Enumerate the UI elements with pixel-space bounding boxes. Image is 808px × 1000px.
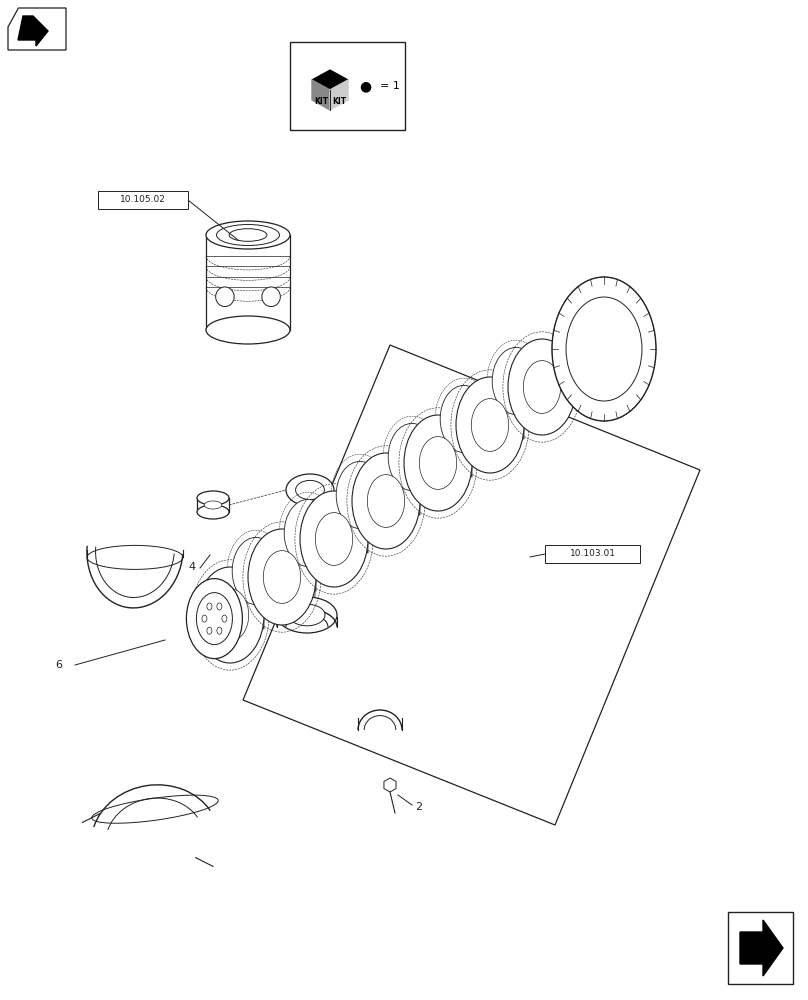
Ellipse shape [404,415,472,511]
FancyBboxPatch shape [290,42,405,130]
Polygon shape [352,487,368,553]
Ellipse shape [222,615,227,622]
Ellipse shape [212,589,249,641]
Text: 5: 5 [338,547,345,557]
Ellipse shape [206,221,290,249]
Polygon shape [8,8,66,50]
Ellipse shape [197,491,229,505]
Ellipse shape [262,287,280,307]
Polygon shape [740,920,783,976]
Ellipse shape [466,431,472,437]
Polygon shape [300,525,316,591]
Ellipse shape [196,593,233,645]
Ellipse shape [524,361,561,413]
Ellipse shape [206,316,290,344]
Text: ●: ● [359,79,371,93]
FancyBboxPatch shape [545,545,640,563]
Ellipse shape [471,399,509,451]
Text: 10.103.01: 10.103.01 [570,550,616,558]
Text: 6: 6 [55,660,62,670]
Text: 3: 3 [440,452,447,462]
Ellipse shape [388,423,436,491]
Ellipse shape [187,579,242,659]
Ellipse shape [204,501,222,509]
Ellipse shape [352,453,420,549]
Text: = 1: = 1 [380,81,400,91]
FancyBboxPatch shape [98,191,188,209]
Ellipse shape [414,469,420,475]
Ellipse shape [207,627,212,634]
Ellipse shape [284,499,332,567]
Ellipse shape [368,475,405,527]
Ellipse shape [248,529,316,625]
Ellipse shape [492,347,540,415]
Ellipse shape [289,604,325,626]
Text: KIT: KIT [314,97,328,106]
Ellipse shape [440,385,488,453]
Text: 10.105.02: 10.105.02 [120,196,166,205]
Ellipse shape [216,287,234,307]
Polygon shape [312,70,348,90]
Polygon shape [404,449,420,515]
Ellipse shape [263,551,301,603]
Polygon shape [384,778,396,792]
Text: 2: 2 [415,802,422,812]
Ellipse shape [456,377,524,473]
Ellipse shape [336,461,384,529]
Ellipse shape [362,507,368,513]
Ellipse shape [286,474,334,506]
Polygon shape [330,80,348,110]
Ellipse shape [296,480,324,500]
FancyBboxPatch shape [728,912,793,984]
Ellipse shape [277,597,337,633]
Polygon shape [312,80,330,110]
Text: 1: 1 [590,370,597,380]
Ellipse shape [217,225,280,245]
Polygon shape [508,373,524,439]
Ellipse shape [508,339,576,435]
Ellipse shape [87,545,183,569]
Ellipse shape [566,297,642,401]
Ellipse shape [419,437,457,489]
Ellipse shape [300,491,368,587]
Ellipse shape [207,603,212,610]
Ellipse shape [258,583,264,589]
Polygon shape [456,411,472,477]
Ellipse shape [310,545,316,551]
Ellipse shape [217,627,222,634]
Ellipse shape [552,277,656,421]
Ellipse shape [229,229,267,241]
Ellipse shape [315,513,353,565]
Ellipse shape [232,537,280,605]
Ellipse shape [197,505,229,519]
Polygon shape [248,563,264,629]
Ellipse shape [196,567,264,663]
Ellipse shape [518,393,524,399]
Text: 4: 4 [188,562,195,572]
Text: KIT: KIT [332,97,346,106]
Ellipse shape [202,615,207,622]
Polygon shape [18,16,48,46]
Ellipse shape [217,603,222,610]
Ellipse shape [92,795,218,823]
